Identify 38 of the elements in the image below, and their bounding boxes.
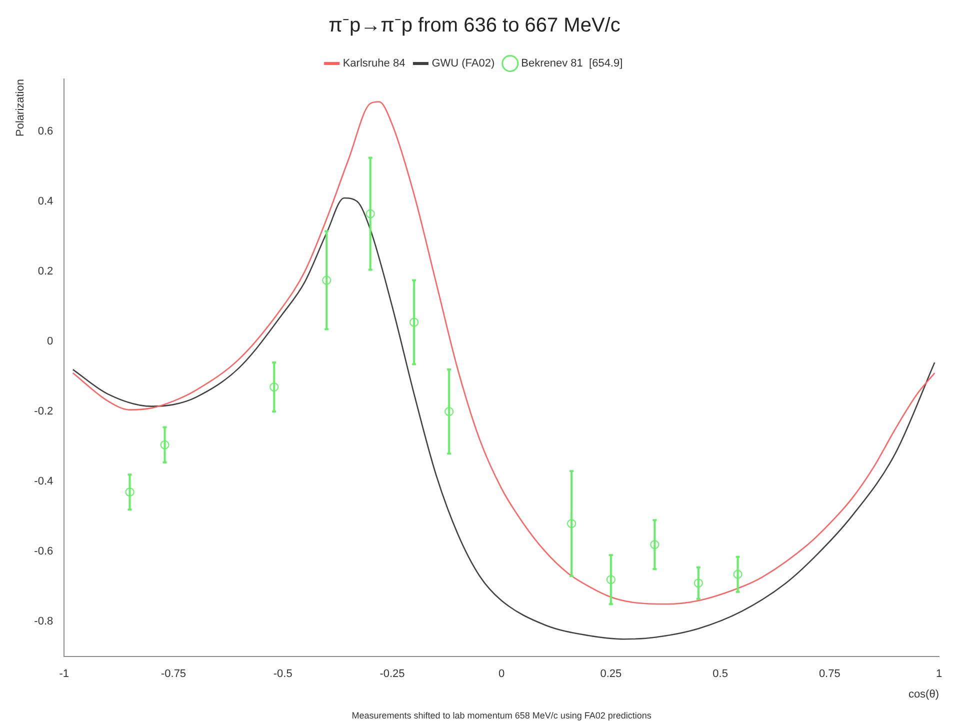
y-tick-label: -0.2 [34, 406, 54, 418]
point [444, 407, 454, 416]
point [125, 488, 134, 497]
x-tick-label: -0.75 [160, 668, 186, 680]
y-tick-label: -0.8 [34, 616, 54, 628]
y-tick-label: 0 [47, 336, 54, 348]
point [322, 276, 332, 285]
x-tick-label: 1 [936, 668, 942, 680]
legend-label: Karlsruhe 84 [342, 58, 406, 70]
line-series [72, 197, 936, 640]
point [270, 382, 279, 392]
point [160, 440, 170, 450]
line-series [72, 101, 936, 605]
x-axis-title: cos(θ) [908, 688, 939, 700]
y-tick-label: 0.2 [38, 266, 54, 278]
text: Measurements shifted to lab momentum 658 MeV/c using FA02 predictions [352, 710, 652, 720]
x-tick-label: -1 [59, 668, 70, 680]
x-tick-label: 0.5 [712, 668, 728, 680]
point [606, 575, 616, 584]
y-tick-label: -0.4 [34, 476, 54, 488]
x-tick-label: 0 [498, 668, 505, 680]
point [567, 519, 576, 528]
legend-label: Bekrenev 81 [654.9] [521, 58, 623, 70]
point [733, 570, 742, 579]
point [694, 578, 703, 588]
y-tick-label: 0.6 [38, 126, 54, 138]
point [650, 540, 660, 550]
y-tick-label: -0.6 [34, 546, 54, 558]
point [366, 209, 375, 218]
x-tick-label: 0.25 [600, 668, 622, 680]
point [410, 318, 419, 327]
x-tick-label: -0.25 [380, 668, 405, 680]
x-tick-label: -0.5 [273, 668, 292, 680]
x-tick-label: 0.75 [818, 668, 840, 680]
y-tick-label: 0.4 [38, 196, 54, 208]
chart-title: π⁻p→π⁻p from 636 to 667 MeV/c [328, 14, 620, 37]
legend-label: GWU (FA02) [432, 58, 495, 70]
y-axis-title: Polarization [14, 79, 27, 136]
